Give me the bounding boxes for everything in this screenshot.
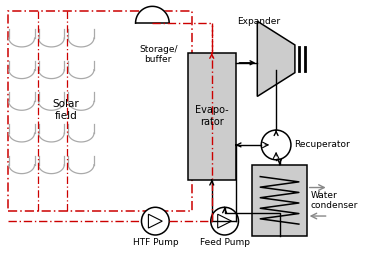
Text: HTF Pump: HTF Pump [132,238,178,247]
Polygon shape [257,21,295,96]
Circle shape [141,207,169,235]
Circle shape [261,130,291,160]
Text: Water
condenser: Water condenser [311,191,358,210]
Bar [252,165,307,236]
Circle shape [211,207,238,235]
Text: Evapo-
rator: Evapo- rator [195,105,229,127]
Text: Expander: Expander [237,17,280,26]
Text: Feed Pump: Feed Pump [200,238,250,247]
Bar [8,11,192,211]
Text: Recuperator: Recuperator [294,140,350,149]
Bar [188,53,235,179]
Text: Solar
field: Solar field [53,99,80,121]
Text: Storage/
buffer: Storage/ buffer [139,45,177,64]
